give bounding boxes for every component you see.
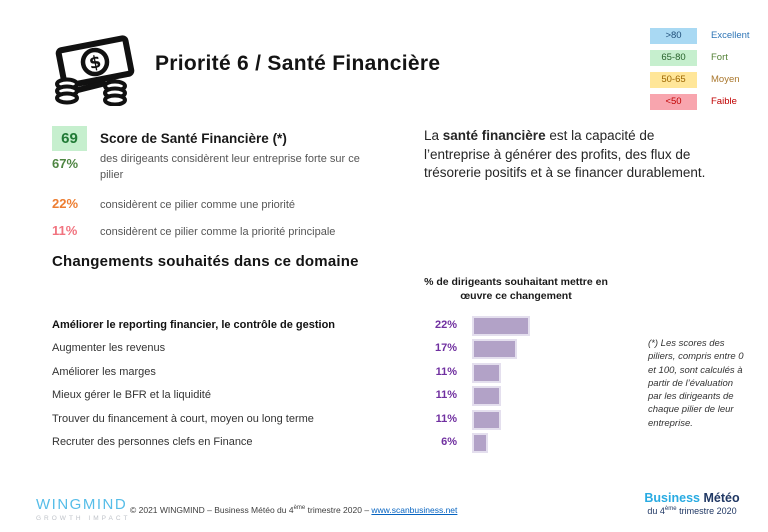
chart-bar: [472, 432, 488, 453]
chart-category-label: Augmenter les revenus: [52, 342, 166, 355]
score-legend: >80 Excellent 65-80 Fort 50-65 Moyen <50 Fai…: [650, 27, 760, 115]
business-meteo-brand: Business Météo du 4ème trimestre 2020: [636, 491, 748, 516]
legend-row-moyen: 50-65 Moyen: [650, 71, 760, 93]
chart-title: % de dirigeants souhaitant mettre en œuv…: [424, 276, 608, 303]
legend-range-badge: 65-80: [650, 49, 697, 66]
chart-value-label: 6%: [441, 435, 457, 448]
brand-title: Business Météo: [644, 491, 740, 505]
legend-row-faible: <50 Faible: [650, 93, 760, 115]
chart-value-label: 17%: [434, 342, 457, 355]
chart-row: Améliorer les marges 11%: [0, 362, 768, 385]
wingmind-logo: WINGMIND GROWTH IMPACT: [36, 496, 131, 522]
chart-bar: [472, 339, 518, 360]
page-title: Priorité 6 / Santé Financière: [155, 52, 441, 75]
legend-row-excellent: >80 Excellent: [650, 27, 760, 49]
legend-range-badge: 50-65: [650, 71, 697, 88]
pillar-description: La santé financière est la capacité de l…: [424, 128, 706, 181]
chart-value-label: 22%: [434, 319, 457, 331]
stat-text: considèrent ce pilier comme la priorité …: [100, 226, 336, 238]
chart-bar: [472, 316, 531, 336]
chart-bar: [472, 362, 502, 383]
legend-label: Moyen: [711, 74, 740, 86]
chart-row: Trouver du financement à court, moyen ou…: [0, 409, 768, 432]
copyright-line: © 2021 WINGMIND – Business Météo du 4ème…: [130, 505, 458, 515]
legend-row-fort: 65-80 Fort: [650, 49, 760, 71]
chart-bar: [472, 409, 502, 430]
footnote: (*) Les scores des piliers, compris entr…: [648, 338, 744, 429]
money-icon: $: [55, 35, 135, 106]
brand-subtitle: du 4ème trimestre 2020: [647, 506, 737, 516]
chart-row: Recruter des personnes clefs en Finance …: [0, 432, 768, 455]
legend-range-badge: <50: [650, 93, 697, 110]
chart-row: Augmenter les revenus 17%: [0, 338, 768, 361]
legend-range-badge: >80: [650, 27, 697, 44]
score-title: Score de Santé Financière (*): [100, 131, 287, 146]
chart-row: Mieux gérer le BFR et la liquidité 11%: [0, 385, 768, 408]
score-badge: 69: [52, 126, 87, 151]
chart-bar: [472, 386, 502, 407]
section-heading: Changements souhaités dans ce domaine: [52, 253, 359, 270]
legend-label: Faible: [711, 96, 737, 108]
svg-text:$: $: [87, 52, 102, 74]
chart-category-label: Mieux gérer le BFR et la liquidité: [52, 389, 211, 402]
scanbusiness-link[interactable]: www.scanbusiness.net: [371, 505, 458, 515]
logo-wordmark: WINGMIND: [36, 496, 128, 513]
chart-value-label: 11%: [435, 389, 457, 402]
chart-row: Améliorer le reporting financier, le con…: [0, 315, 768, 338]
stat-text: des dirigeants considèrent leur entrepri…: [100, 153, 360, 181]
chart-category-label: Trouver du financement à court, moyen ou…: [52, 412, 314, 425]
logo-tagline: GROWTH IMPACT: [36, 515, 131, 522]
stat-text: considèrent ce pilier comme une priorité: [100, 199, 296, 211]
chart-category-label: Recruter des personnes clefs en Finance: [52, 435, 253, 448]
chart-value-label: 11%: [435, 412, 457, 425]
legend-label: Excellent: [711, 30, 750, 42]
bar-chart: Améliorer le reporting financier, le con…: [0, 315, 768, 455]
stat-percent: 11%: [52, 223, 78, 238]
legend-label: Fort: [711, 52, 728, 64]
chart-category-label: Améliorer le reporting financier, le con…: [52, 319, 336, 331]
stat-percent: 22%: [52, 196, 79, 211]
chart-value-label: 11%: [435, 365, 457, 378]
chart-category-label: Améliorer les marges: [52, 365, 156, 378]
stat-percent: 67%: [52, 156, 79, 171]
